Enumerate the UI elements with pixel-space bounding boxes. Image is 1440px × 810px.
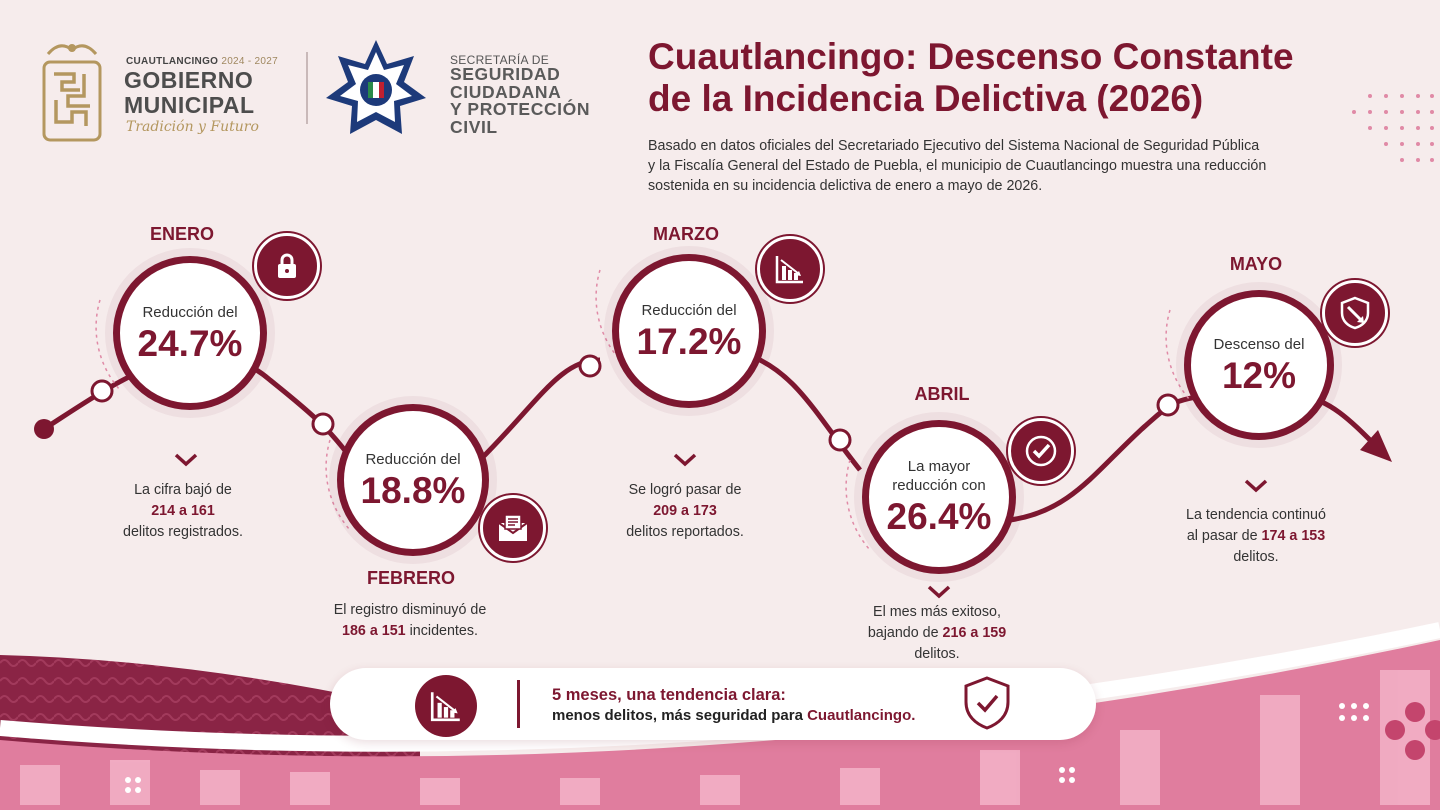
month-description-abril: El mes más exitoso, bajando de 216 a 159…: [867, 604, 1007, 662]
lock-icon: [254, 233, 320, 299]
shield-check-icon: [964, 676, 1010, 730]
month-description-marzo: Se logró pasar de 209 a 173 delitos repo…: [626, 482, 744, 540]
circle-label: Reducción del: [142, 303, 238, 321]
reduction-percent: 24.7%: [137, 322, 243, 364]
timeline-start-dot: [34, 419, 54, 439]
chevron-down-icon: [673, 453, 697, 467]
circle-label: La mayor reducción con: [892, 458, 986, 494]
chevron-down-icon: [927, 585, 951, 599]
month-description-mayo: La tendencia continuó al pasar de 174 a …: [1186, 507, 1326, 565]
banner-subline: menos delitos, más seguridad para Cuautl…: [552, 707, 916, 724]
month-circle-marzo: Reducción del 17.2%: [612, 254, 766, 408]
intro-paragraph: Basado en datos oficiales del Secretaria…: [648, 138, 1267, 194]
month-label-marzo: MARZO: [653, 224, 719, 244]
month-label-febrero: FEBRERO: [366, 568, 455, 588]
month-circle-enero: Reducción del 24.7%: [113, 256, 267, 410]
police-star-badge-icon: [326, 40, 426, 134]
circle-label: Descenso del: [1213, 335, 1305, 353]
month-circle-febrero: Reducción del 18.8%: [337, 404, 489, 556]
reduction-percent: 12%: [1221, 354, 1297, 396]
gobierno-tagline: Tradición y Futuro: [126, 119, 259, 135]
month-description-enero: La cifra bajó de 214 a 161 delitos regis…: [123, 482, 243, 540]
month-description-febrero: El registro disminuyó de 186 a 151 incid…: [333, 602, 487, 639]
month-label-abril: ABRIL: [914, 384, 970, 404]
month-circle-mayo: Descenso del 12%: [1184, 290, 1334, 440]
secretaria-label: SECRETARÍA DE: [450, 53, 550, 67]
reduction-percent: 18.8%: [360, 469, 466, 511]
month-label-mayo: MAYO: [1229, 254, 1283, 274]
banner-headline: 5 meses, una tendencia clara:: [552, 686, 786, 704]
decorative-dots: [1352, 94, 1434, 162]
header-divider: [306, 52, 308, 124]
reduction-percent: 26.4%: [886, 496, 992, 537]
banner-divider: [517, 680, 520, 728]
month-circle-abril: La mayor reducción con 26.4%: [862, 420, 1016, 574]
chevron-down-icon: [174, 453, 198, 467]
circle-label: Reducción del: [365, 450, 461, 468]
chart-down-icon: [415, 675, 477, 737]
chevron-down-icon: [1244, 479, 1268, 493]
month-label-enero: ENERO: [149, 224, 214, 244]
municipal-logo-icon: [42, 44, 102, 142]
gobierno-header: CUAUTLANCINGO 2024 - 2027: [126, 56, 279, 67]
page-title: Cuautlancingo: Descenso Constante de la …: [648, 36, 1294, 119]
check-icon: [1008, 418, 1074, 484]
shield-down-icon: [1322, 280, 1388, 346]
gobierno-municipal-text: GOBIERNO MUNICIPAL: [124, 67, 255, 118]
chart-down-icon: [757, 236, 823, 302]
reduction-percent: 17.2%: [636, 320, 742, 362]
secretaria-name: SEGURIDAD CIUDADANA Y PROTECCIÓN CIVIL: [450, 64, 591, 137]
mail-icon: [480, 495, 546, 561]
circle-label: Reducción del: [641, 301, 737, 319]
